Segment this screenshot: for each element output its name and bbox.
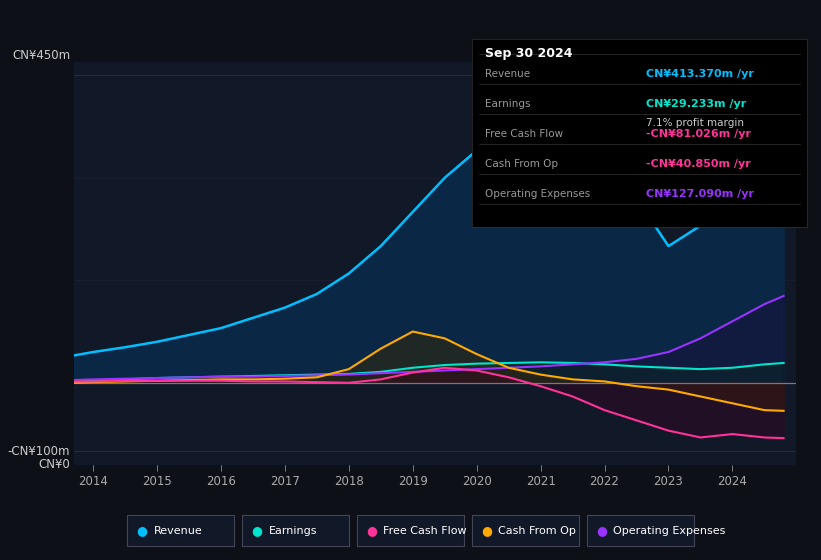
Text: Earnings: Earnings <box>268 526 317 535</box>
Text: Cash From Op: Cash From Op <box>485 159 558 169</box>
Text: ●: ● <box>366 524 378 537</box>
Text: Operating Expenses: Operating Expenses <box>485 189 591 199</box>
Text: Revenue: Revenue <box>485 69 530 79</box>
Text: -CN¥40.850m /yr: -CN¥40.850m /yr <box>646 159 751 169</box>
Text: -CN¥81.026m /yr: -CN¥81.026m /yr <box>646 129 751 139</box>
Text: ●: ● <box>481 524 493 537</box>
Text: 7.1% profit margin: 7.1% profit margin <box>646 118 745 128</box>
Text: -CN¥100m: -CN¥100m <box>7 445 71 458</box>
Text: ●: ● <box>251 524 263 537</box>
Text: Operating Expenses: Operating Expenses <box>613 526 726 535</box>
Text: CN¥413.370m /yr: CN¥413.370m /yr <box>646 69 754 79</box>
Text: CN¥127.090m /yr: CN¥127.090m /yr <box>646 189 754 199</box>
Text: CN¥450m: CN¥450m <box>12 49 71 62</box>
Text: Free Cash Flow: Free Cash Flow <box>485 129 563 139</box>
Text: Cash From Op: Cash From Op <box>498 526 576 535</box>
Text: Earnings: Earnings <box>485 99 531 109</box>
Text: CN¥0: CN¥0 <box>39 458 71 472</box>
Text: CN¥29.233m /yr: CN¥29.233m /yr <box>646 99 746 109</box>
Text: Sep 30 2024: Sep 30 2024 <box>485 46 573 60</box>
Text: ●: ● <box>136 524 148 537</box>
Text: Revenue: Revenue <box>154 526 202 535</box>
Text: ●: ● <box>596 524 608 537</box>
Text: Free Cash Flow: Free Cash Flow <box>383 526 467 535</box>
